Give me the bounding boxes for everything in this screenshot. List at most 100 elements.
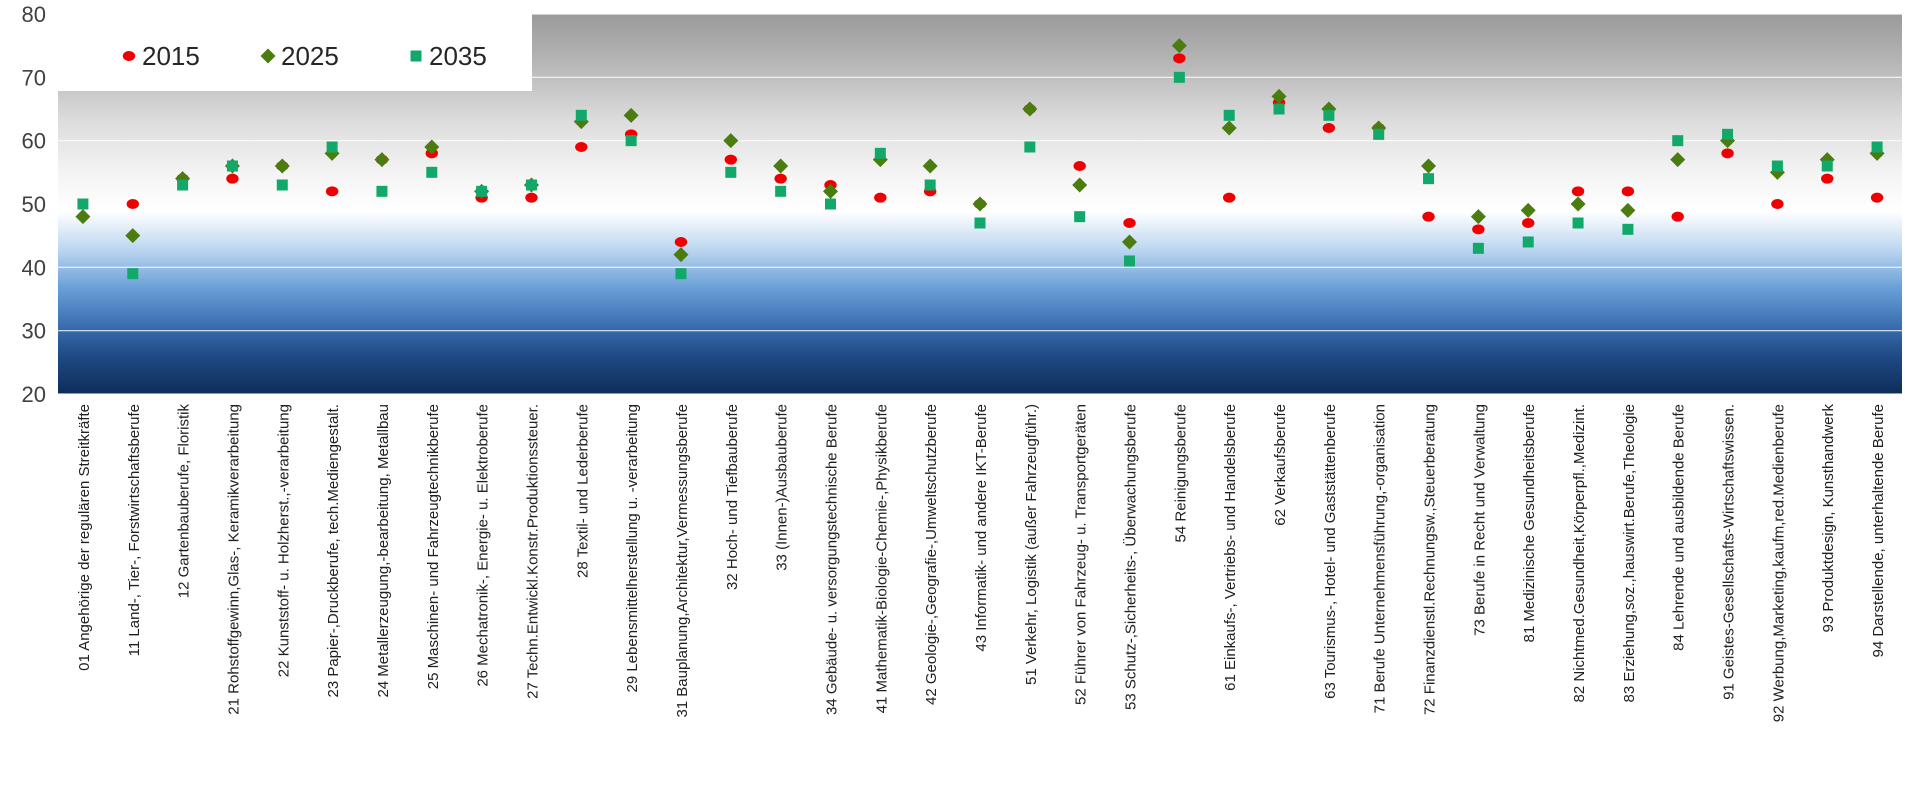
x-tick-label: 92 Werbung,Marketing,kaufm,red.Medienber…: [1770, 404, 1787, 722]
data-point-2025: [1022, 101, 1038, 117]
data-point-2035: [1423, 173, 1435, 185]
data-point-2025: [125, 228, 141, 244]
data-point-2015: [1322, 123, 1336, 133]
data-point-2035: [226, 160, 238, 172]
x-tick-label: 24 Metallerzeugung,-bearbeitung, Metallb…: [375, 404, 392, 698]
x-tick-label: 28 Textil- und Lederberufe: [574, 404, 591, 578]
data-point-2015: [1771, 199, 1784, 209]
x-tick-label: 54 Reinigungsberufe: [1172, 404, 1189, 542]
data-point-2035: [326, 141, 338, 153]
data-point-2035: [675, 268, 687, 280]
data-point-2015: [325, 186, 339, 197]
x-tick-label: 12 Gartenbauberufe, Floristik: [176, 404, 193, 599]
x-tick-label: 31 Bauplanung,Architektur,Vermessungsber…: [674, 404, 691, 718]
data-point-2015: [1571, 186, 1585, 197]
data-point-2025: [773, 158, 789, 174]
x-tick-label: 71 Berufe Unternehmensführung,-organisat…: [1372, 404, 1389, 713]
legend-label: 2025: [281, 41, 339, 71]
legend-marker-2015: [122, 51, 136, 61]
data-point-2035: [127, 268, 139, 280]
data-point-2025: [723, 133, 739, 149]
data-point-2035: [775, 185, 787, 197]
x-tick-label: 27 Techn.Entwickl.Konstr.Produktionssteu…: [524, 404, 541, 699]
data-point-2035: [1323, 109, 1335, 121]
data-point-2025: [274, 158, 290, 174]
x-tick-label: 41 Mathematik-Biologie-Chemie-,Physikber…: [873, 404, 890, 713]
data-point-2015: [226, 173, 239, 184]
data-point-2025: [1570, 196, 1586, 212]
data-point-2025: [1470, 209, 1486, 225]
x-tick-label: 72 Finanzdienstl.Rechnungsw.,Steuerberat…: [1422, 404, 1439, 715]
data-point-2035: [625, 135, 637, 147]
data-point-2035: [874, 147, 886, 159]
legend-background: [58, 14, 532, 91]
x-tick-label: 29 Lebensmittelherstellung u. -verarbeit…: [624, 404, 641, 693]
data-point-2025: [1520, 202, 1536, 218]
data-point-2035: [1821, 160, 1833, 172]
data-point-2025: [1421, 158, 1437, 174]
data-point-2015: [1173, 53, 1186, 64]
x-tick-label: 43 Informatik- und andere IKT-Berufe: [973, 404, 990, 652]
data-point-2015: [874, 192, 887, 203]
data-point-2035: [1273, 103, 1285, 115]
data-point-2015: [1222, 192, 1236, 203]
data-point-2025: [922, 158, 938, 174]
legend-marker-2025: [260, 48, 276, 64]
data-point-2015: [774, 173, 787, 184]
data-point-2015: [525, 192, 538, 203]
data-point-2035: [1572, 217, 1584, 229]
y-tick-label: 30: [22, 319, 46, 344]
gridlines: [58, 13, 1902, 395]
data-point-2035: [1871, 141, 1883, 153]
x-tick-label: 33 (Innen-)Ausbauberufe: [774, 404, 791, 571]
data-point-2025: [822, 183, 838, 199]
data-point-2015: [724, 154, 738, 165]
data-point-2015: [1870, 192, 1884, 203]
data-point-2025: [972, 196, 988, 212]
data-point-2035: [525, 179, 537, 191]
x-tick-label: 61 Einkaufs-, Vertriebs- und Handelsberu…: [1222, 404, 1239, 691]
data-point-2025: [673, 247, 689, 263]
data-point-2035: [426, 166, 438, 178]
data-point-2035: [824, 198, 836, 210]
data-point-2035: [1622, 223, 1634, 235]
x-tick-label: 26 Mechatronik-, Energie- u. Elektroberu…: [475, 404, 492, 687]
data-point-2015: [1621, 186, 1635, 197]
y-tick-label: 20: [22, 382, 46, 407]
data-point-2015: [1821, 173, 1834, 184]
data-point-2035: [1124, 255, 1136, 267]
x-tick-label: 83 Erziehung,soz.,hauswirt.Berufe,Theolo…: [1621, 404, 1638, 703]
data-point-2015: [1721, 148, 1734, 159]
data-point-2035: [376, 185, 388, 197]
data-point-2015: [1422, 211, 1435, 222]
series-2035: [77, 71, 1883, 280]
x-tick-label: 62 Verkaufsberufe: [1272, 404, 1289, 526]
y-tick-label: 60: [22, 129, 46, 154]
data-point-2025: [1670, 152, 1686, 168]
data-point-2025: [1122, 234, 1138, 250]
x-tick-label: 52 Führer von Fahrzeug- u. Transportgerä…: [1073, 404, 1090, 705]
y-tick-label: 40: [22, 255, 46, 280]
data-point-2025: [1221, 120, 1237, 136]
data-point-2025: [75, 209, 91, 225]
data-point-2025: [424, 139, 440, 155]
data-point-2025: [374, 152, 390, 168]
x-tick-label: 22 Kunststoff- u. Holzherst.,-verarbeitu…: [275, 404, 292, 677]
x-tick-label: 11 Land-, Tier-, Forstwirtschaftsberufe: [126, 404, 143, 656]
data-point-2015: [1073, 161, 1086, 171]
legend-label: 2035: [429, 41, 487, 71]
x-tick-label: 94 Darstellende, unterhaltende Berufe: [1870, 404, 1887, 658]
data-point-2015: [1123, 218, 1136, 228]
x-tick-label: 32 Hoch- und Tiefbauberufe: [724, 404, 741, 590]
y-tick-label: 70: [22, 65, 46, 90]
x-tick-label: 93 Produktdesign, Kunsthandwerk: [1820, 404, 1837, 633]
x-tick-label: 82 Nichtmed.Gesundheit,Körperpfl.,Medizi…: [1571, 404, 1588, 702]
legend-marker-2035: [410, 50, 422, 62]
data-point-2015: [674, 237, 688, 247]
data-point-2035: [1024, 141, 1036, 153]
data-point-2015: [575, 142, 588, 152]
x-tick-label: 91 Geistes-Gesellschafts-Wirtschaftswiss…: [1721, 404, 1738, 700]
data-point-2035: [1722, 128, 1734, 140]
